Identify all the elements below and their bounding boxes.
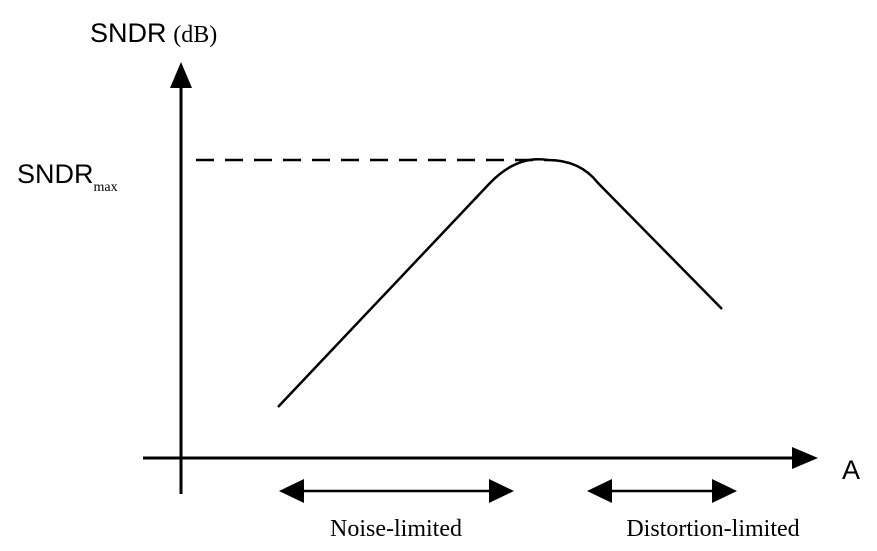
noise-limited-label: Noise-limited <box>330 516 462 542</box>
sndr-max-label: SNDRmax <box>17 159 118 195</box>
y-axis-arrowhead <box>170 62 192 88</box>
x-axis-arrowhead <box>792 447 818 469</box>
distortion-limited-arrow <box>587 479 737 503</box>
sndr-curve <box>277 158 723 408</box>
noise-limited-arrow <box>279 479 514 503</box>
y-axis-label: SNDR (dB) <box>90 18 217 48</box>
x-axis-label: A <box>842 455 860 485</box>
distortion-limited-label: Distortion-limited <box>626 516 799 542</box>
